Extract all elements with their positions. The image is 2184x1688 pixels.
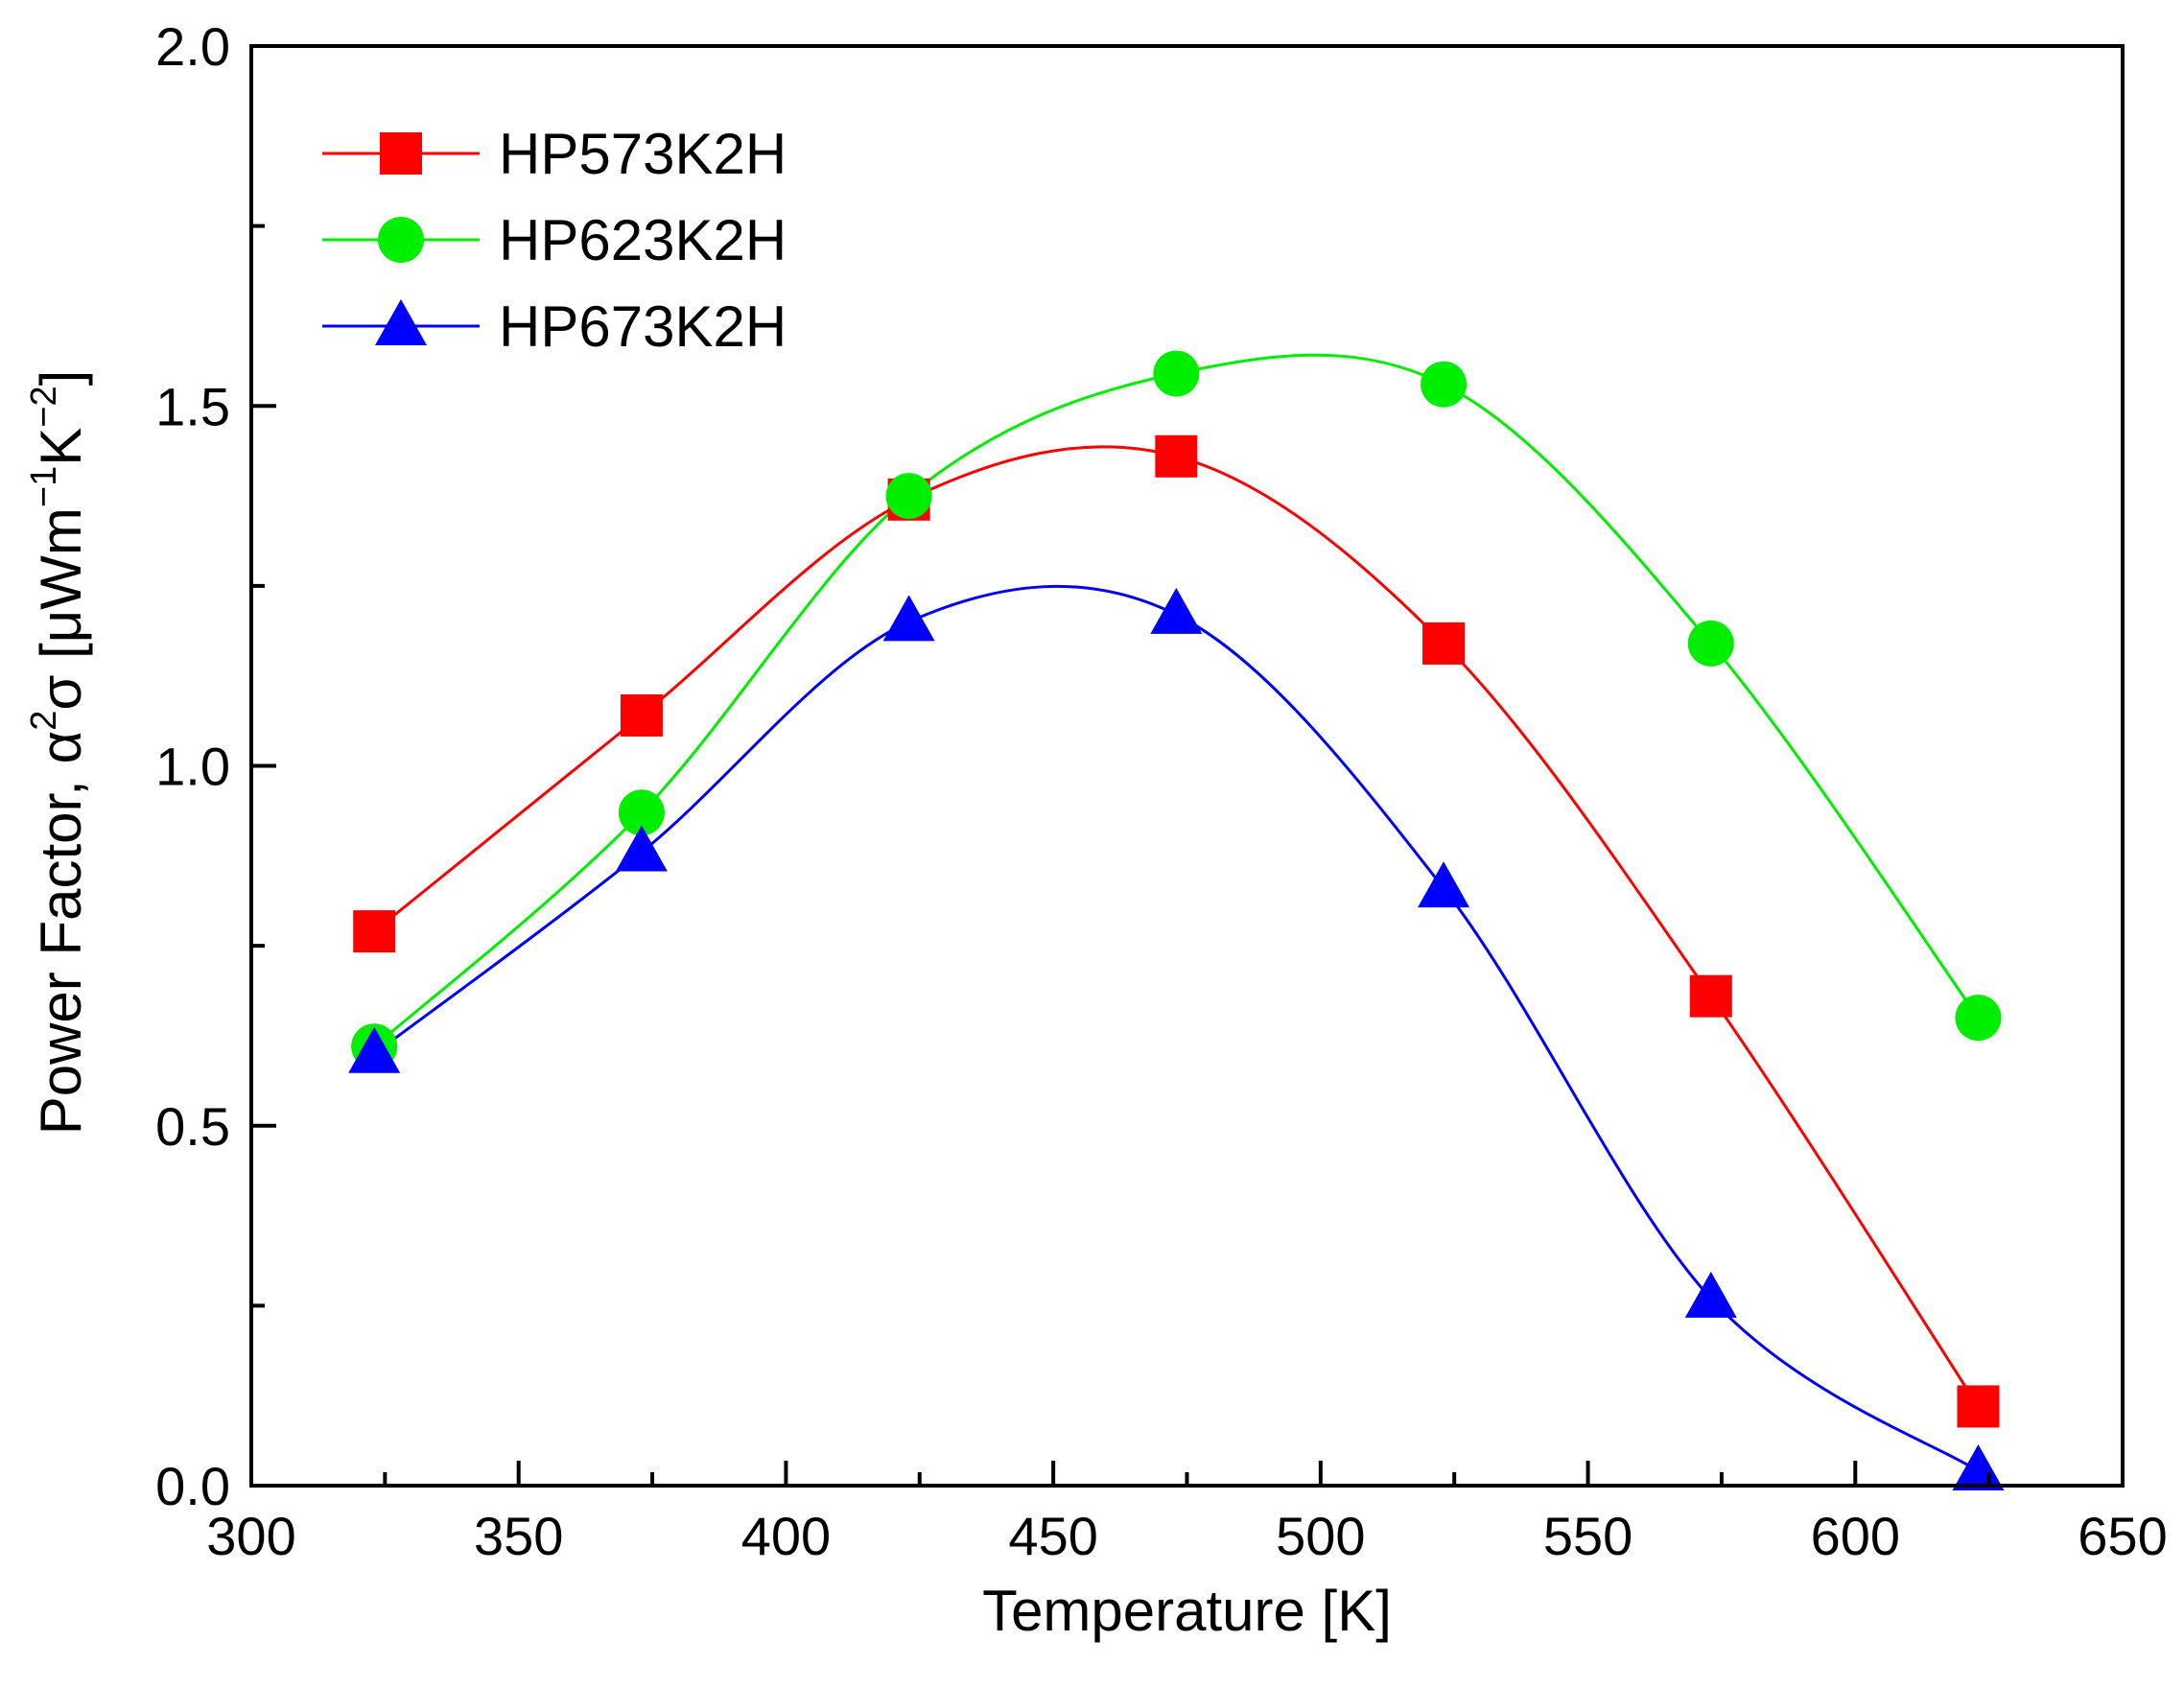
series-markers xyxy=(348,350,2005,1490)
y-tick-label: 0.0 xyxy=(155,1456,230,1516)
series-curves xyxy=(373,353,1980,1473)
x-tick-label: 650 xyxy=(2078,1506,2167,1566)
data-point-HP673K2H xyxy=(1150,587,1203,634)
data-point-HP673K2H xyxy=(615,825,668,872)
data-point-HP623K2H xyxy=(618,789,665,836)
data-point-HP623K2H xyxy=(1687,620,1734,667)
data-point-HP623K2H xyxy=(1955,995,2002,1042)
data-point-HP573K2H xyxy=(1422,621,1466,665)
data-point-HP573K2H xyxy=(620,693,663,737)
y-tick-label: 1.0 xyxy=(155,737,230,797)
axis-tick-labels: 300 350 400 450 500 550 600 650 0.0 0.5 1.0 1.5 2.0 xyxy=(155,16,2168,1566)
legend-marker-HP623K2H xyxy=(378,217,424,263)
y-axis-title-end: ] xyxy=(29,370,93,387)
y-axis-title: Power Factor, α2σ [μWm−1K−2] xyxy=(24,370,93,1136)
data-point-HP573K2H xyxy=(353,910,396,953)
legend-marker-HP573K2H xyxy=(380,132,422,175)
axis-ticks xyxy=(251,223,1991,1486)
y-axis-title-sup2: −1 xyxy=(24,466,64,507)
data-point-HP573K2H xyxy=(1155,434,1198,478)
y-tick-label: 1.5 xyxy=(155,376,230,436)
legend-label: HP623K2H xyxy=(499,208,787,272)
x-tick-label: 300 xyxy=(206,1506,295,1566)
y-axis-title-sup1: 2 xyxy=(24,711,64,731)
x-tick-label: 400 xyxy=(741,1506,831,1566)
data-point-HP673K2H xyxy=(1952,1443,2005,1490)
y-tick-label: 2.0 xyxy=(155,16,230,77)
y-axis-title-sup3: −2 xyxy=(24,386,64,427)
x-tick-label: 500 xyxy=(1276,1506,1365,1566)
y-axis-title-main: Power Factor, α xyxy=(29,731,93,1136)
y-tick-label: 0.5 xyxy=(155,1096,230,1157)
series-line-HP673K2H xyxy=(373,584,1980,1473)
y-axis-title-mid: σ [μWm xyxy=(29,507,93,711)
x-axis-title: Temperature [K] xyxy=(982,1579,1392,1643)
legend-label: HP673K2H xyxy=(499,294,787,359)
data-point-HP623K2H xyxy=(1153,350,1200,397)
data-point-HP623K2H xyxy=(885,473,932,520)
x-tick-label: 600 xyxy=(1811,1506,1900,1566)
data-point-HP673K2H xyxy=(882,595,935,642)
x-tick-label: 350 xyxy=(474,1506,563,1566)
data-point-HP573K2H xyxy=(1957,1385,2000,1428)
data-point-HP673K2H xyxy=(348,1026,401,1073)
x-tick-label: 550 xyxy=(1543,1506,1632,1566)
y-axis-title-mid2: K xyxy=(29,428,93,466)
data-point-HP673K2H xyxy=(1418,861,1470,908)
legend-marker-HP673K2H xyxy=(375,299,427,345)
data-point-HP623K2H xyxy=(1421,361,1468,408)
legend-label: HP573K2H xyxy=(499,122,787,186)
legend: HP573K2H HP623K2H HP673K2H xyxy=(322,122,787,359)
data-point-HP673K2H xyxy=(1684,1271,1737,1318)
x-tick-label: 450 xyxy=(1008,1506,1097,1566)
data-point-HP573K2H xyxy=(1689,974,1732,1018)
